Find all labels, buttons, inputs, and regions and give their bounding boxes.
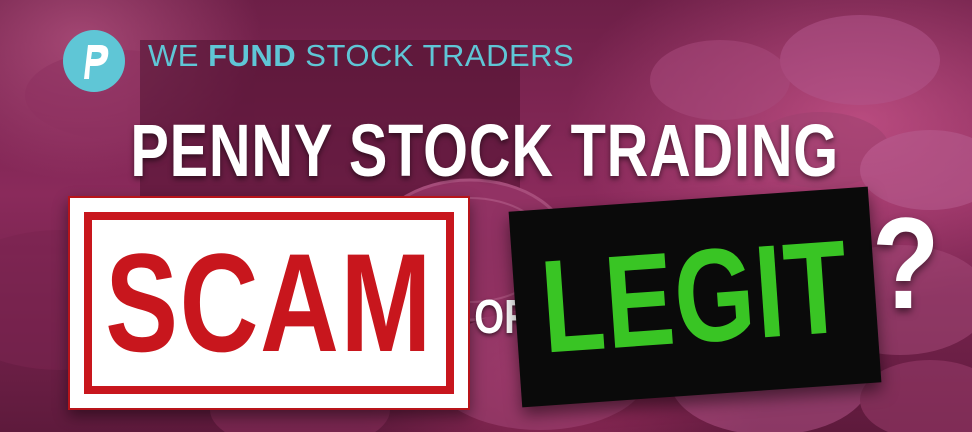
scam-stamp-text: SCAM — [105, 224, 433, 381]
legit-label: LEGIT — [508, 186, 882, 408]
tagline-emphasis: FUND — [208, 38, 297, 73]
tagline-part-2: STOCK TRADERS — [296, 38, 575, 73]
scam-stamp-border: SCAM — [84, 212, 454, 394]
headline: PENNY STOCK TRADING — [130, 109, 839, 192]
tagline-part-1: WE — [148, 38, 209, 73]
question-mark: ? — [871, 190, 940, 336]
logo-icon — [63, 30, 125, 92]
scam-stamp: SCAM — [68, 196, 470, 410]
legit-label-text: LEGIT — [536, 212, 854, 381]
brand-tagline: WE FUND STOCK TRADERS — [148, 38, 574, 74]
